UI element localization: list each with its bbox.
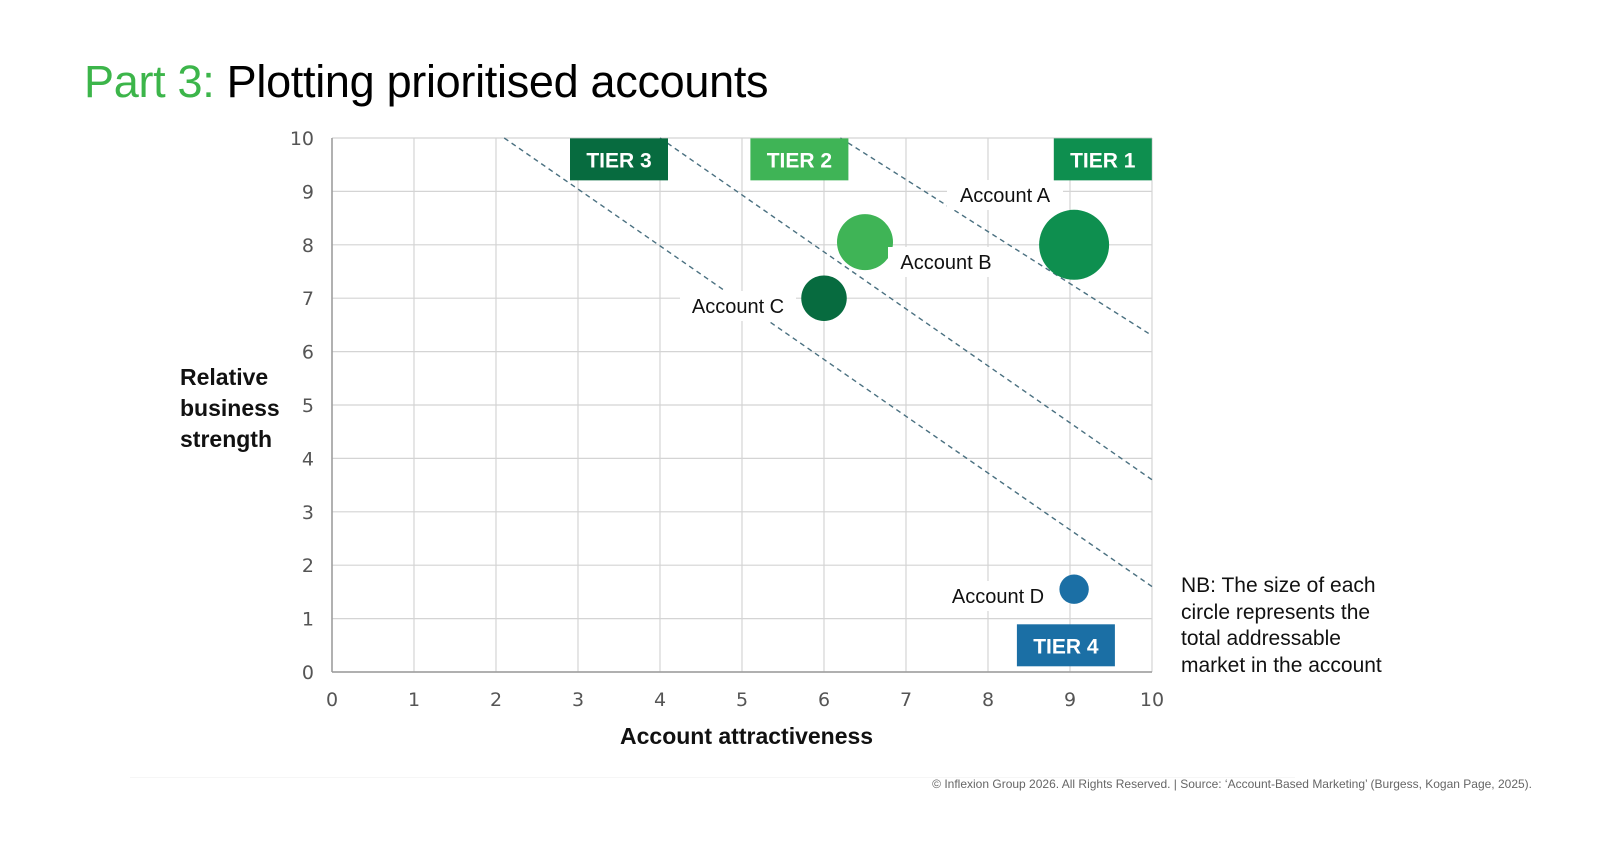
x-tick-label: 9	[1064, 689, 1076, 711]
y-tick-label: 0	[302, 662, 314, 684]
tier-badge-label: TIER 2	[767, 149, 832, 172]
y-tick-label: 9	[302, 181, 314, 203]
account-label: Account A	[960, 185, 1051, 207]
account-label-background	[680, 291, 796, 321]
tier-boundary-line	[840, 137, 1153, 337]
account-label: Account D	[952, 586, 1044, 608]
tier-badge-label: TIER 1	[1070, 149, 1136, 172]
y-tick-label: 7	[302, 288, 314, 310]
x-tick-label: 4	[654, 689, 666, 711]
y-axis-label-line: strength	[180, 426, 272, 452]
account-bubble	[1039, 209, 1110, 280]
note-line: circle represents the	[1181, 600, 1371, 624]
account-bubble	[1059, 574, 1089, 604]
y-tick-label: 10	[290, 128, 314, 150]
note-line: total addressable	[1181, 627, 1341, 650]
footer-divider	[130, 777, 1295, 778]
tier-boundary-line	[659, 137, 1153, 481]
chart-axes	[331, 138, 1152, 673]
y-axis-label-line: business	[180, 395, 280, 421]
account-bubbles	[801, 209, 1110, 604]
tier-badge	[750, 138, 849, 181]
size-note: NB: The size of each circle represents t…	[1181, 573, 1382, 679]
x-tick-label: 1	[408, 689, 420, 711]
x-tick-label: 5	[736, 689, 748, 711]
account-label-background	[947, 180, 1063, 210]
tier-badge	[1053, 138, 1152, 181]
x-tick-label: 3	[572, 689, 584, 711]
y-axis-label: Relative business strength	[180, 362, 280, 455]
x-tick-label: 7	[900, 689, 912, 711]
x-axis-label: Account attractiveness	[620, 723, 874, 749]
tier-boundaries	[503, 137, 1153, 588]
account-label-background	[888, 247, 1004, 277]
note-line: NB: The size of each	[1181, 574, 1376, 597]
title-text: Plotting prioritised accounts	[226, 56, 769, 107]
account-bubble	[801, 275, 847, 321]
account-label: Account C	[692, 296, 784, 318]
y-tick-label: 4	[302, 448, 314, 470]
note-line: market in the account	[1181, 653, 1382, 677]
account-labels: Account A Account B Account C Account D	[680, 180, 1063, 611]
x-tick-label: 8	[982, 689, 994, 711]
tier-badge-label: TIER 3	[586, 149, 651, 172]
page-title: Part 3: Plotting prioritised accounts	[84, 56, 769, 108]
x-tick-label: 6	[818, 689, 830, 711]
axis-ticks: 0 1 2 3 4 5 6 7 8 9 10 0 1 2 3 4 5 6 7 8 9 10	[290, 128, 1164, 711]
y-tick-label: 6	[302, 342, 314, 364]
tier-badge	[570, 138, 668, 181]
y-tick-label: 2	[302, 555, 314, 577]
tier-badge-label: TIER 4	[1033, 635, 1099, 658]
footer-copyright: © Inflexion Group 2026. All Rights Reser…	[932, 777, 1532, 791]
tier-labels: TIER 3 TIER 2 TIER 1 TIER 4	[570, 138, 1152, 667]
y-axis-label-line: Relative	[180, 364, 269, 390]
y-tick-label: 3	[302, 502, 314, 524]
account-bubble	[837, 214, 893, 271]
x-tick-label: 2	[490, 689, 502, 711]
x-tick-label: 10	[1140, 689, 1164, 711]
y-tick-label: 1	[302, 609, 314, 631]
account-label-background	[940, 581, 1056, 611]
y-tick-label: 8	[302, 235, 314, 257]
x-tick-label: 0	[326, 689, 338, 711]
title-prefix: Part 3:	[84, 56, 215, 107]
y-tick-label: 5	[302, 395, 314, 417]
account-label: Account B	[900, 252, 991, 274]
tier-badge	[1016, 624, 1115, 667]
